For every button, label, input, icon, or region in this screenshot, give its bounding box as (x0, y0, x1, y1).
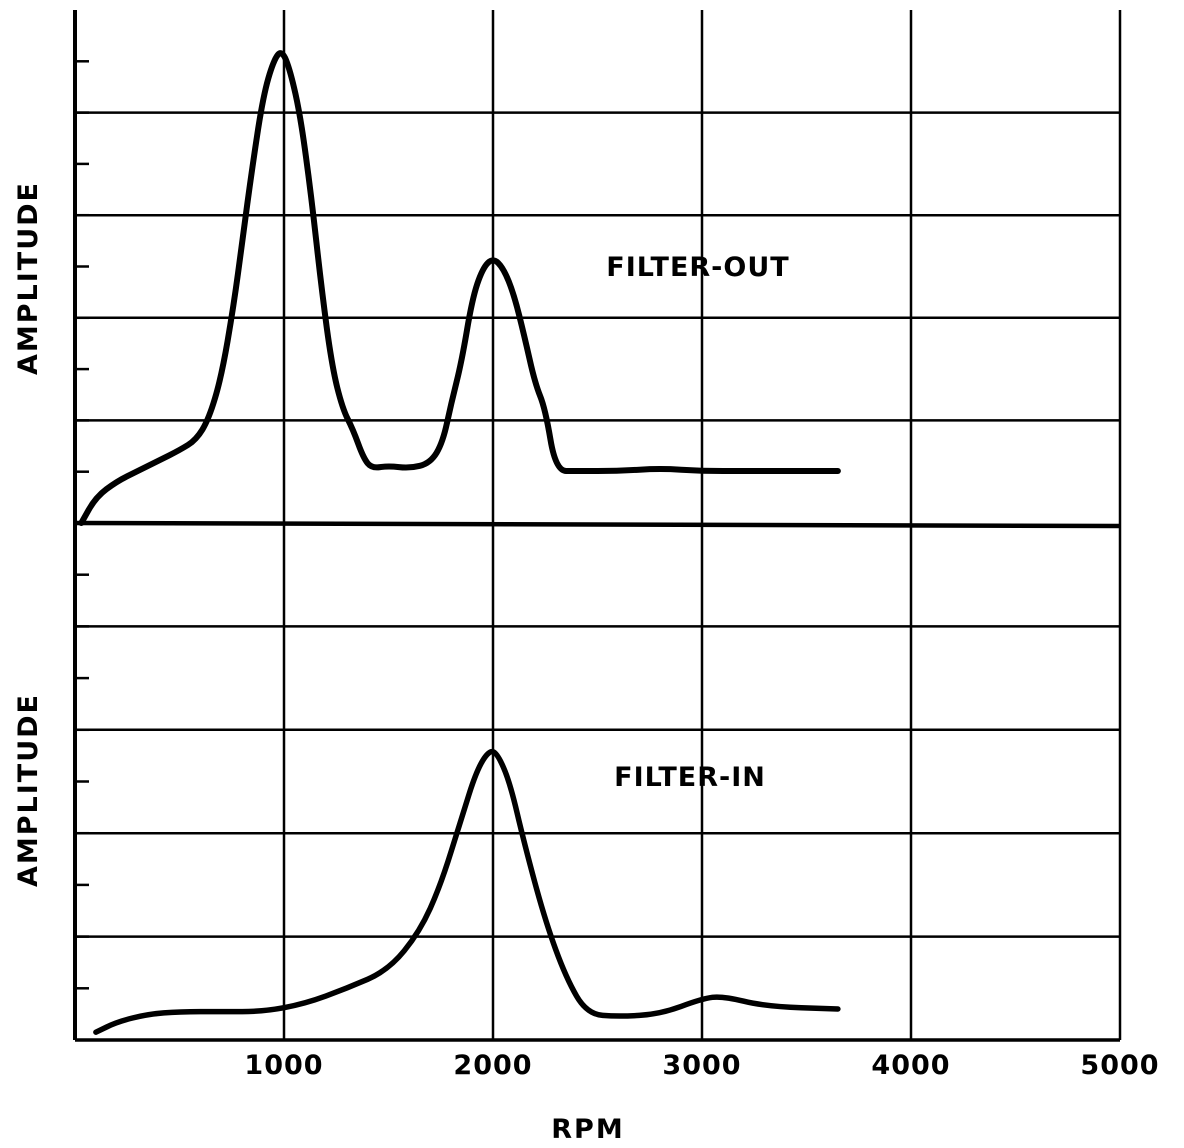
axes (73, 10, 1121, 1042)
x-tick-label-2000: 2000 (453, 1050, 532, 1081)
y-axis-label-top: AMPLITUDE (13, 181, 44, 375)
top-panel-baseline (74, 520, 1121, 529)
x-tick-label-1000: 1000 (244, 1050, 323, 1081)
filter-in-curve (93, 748, 841, 1035)
filter-out-curve (78, 50, 841, 526)
x-tick-label-5000: 5000 (1080, 1050, 1159, 1081)
annotation-filter-in: FILTER-IN (614, 762, 766, 793)
y-axis-label-bottom: AMPLITUDE (13, 693, 44, 887)
curves (78, 50, 841, 1035)
annotation-filter-out: FILTER-OUT (606, 252, 789, 283)
x-tick-label-3000: 3000 (662, 1050, 741, 1081)
x-tick-label-4000: 4000 (871, 1050, 950, 1081)
x-axis-label: RPM (551, 1114, 624, 1145)
x-tick-labels: 1000 2000 3000 4000 5000 (244, 1050, 1159, 1081)
